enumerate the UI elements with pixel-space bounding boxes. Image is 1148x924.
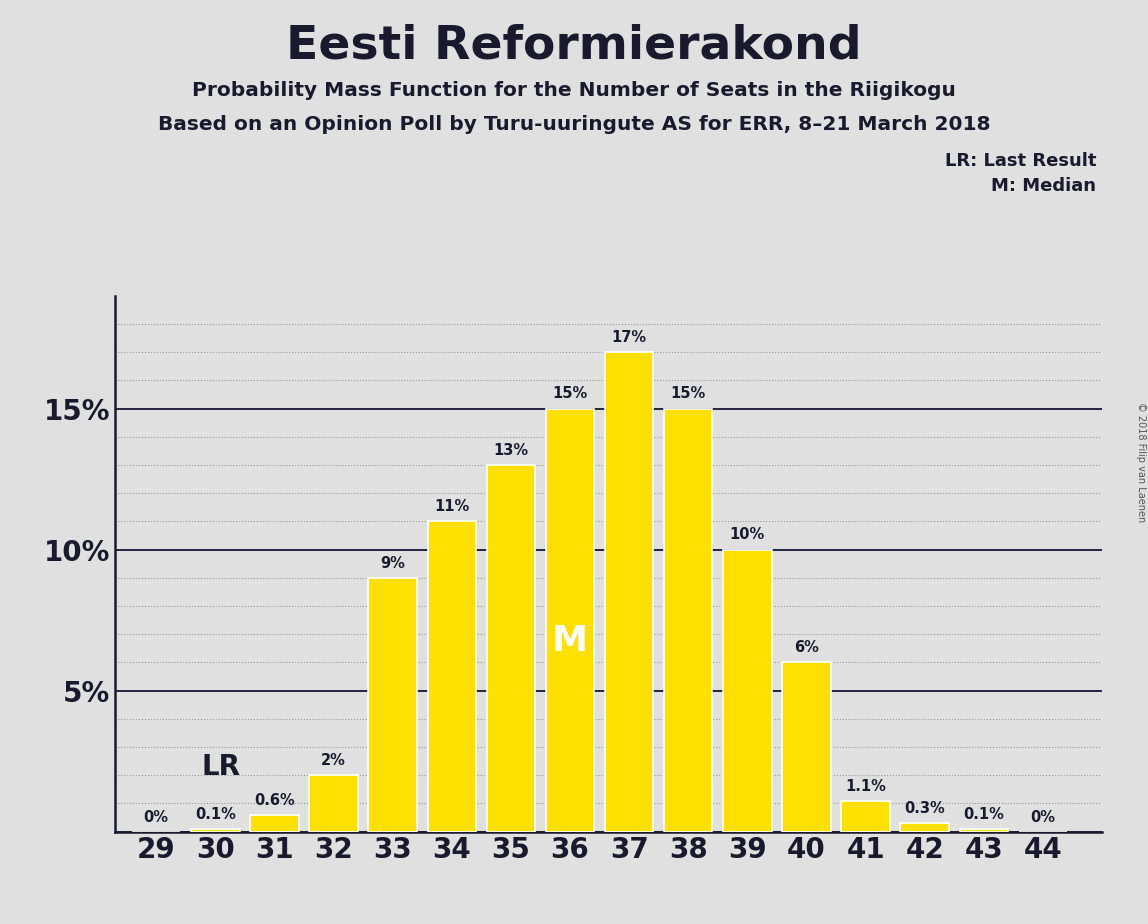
Text: 15%: 15% bbox=[552, 386, 588, 401]
Bar bbox=[309, 775, 358, 832]
Bar bbox=[427, 521, 476, 832]
Text: Eesti Reformierakond: Eesti Reformierakond bbox=[286, 23, 862, 68]
Bar bbox=[841, 800, 890, 832]
Text: 0.3%: 0.3% bbox=[905, 801, 945, 816]
Text: M: M bbox=[552, 625, 588, 658]
Text: 13%: 13% bbox=[494, 443, 528, 458]
Bar bbox=[664, 408, 713, 832]
Text: 1.1%: 1.1% bbox=[845, 779, 886, 794]
Text: 0%: 0% bbox=[144, 809, 169, 824]
Text: Probability Mass Function for the Number of Seats in the Riigikogu: Probability Mass Function for the Number… bbox=[192, 81, 956, 101]
Bar bbox=[782, 663, 831, 832]
Bar bbox=[960, 829, 1008, 832]
Bar bbox=[545, 408, 595, 832]
Text: M: Median: M: Median bbox=[992, 177, 1096, 195]
Bar bbox=[369, 578, 417, 832]
Bar bbox=[191, 829, 240, 832]
Text: 6%: 6% bbox=[794, 640, 819, 655]
Text: 11%: 11% bbox=[434, 499, 470, 515]
Text: LR: Last Result: LR: Last Result bbox=[945, 152, 1096, 170]
Bar bbox=[605, 352, 653, 832]
Text: 17%: 17% bbox=[612, 330, 646, 345]
Text: LR: LR bbox=[202, 753, 241, 781]
Text: 2%: 2% bbox=[321, 753, 346, 768]
Text: 0.1%: 0.1% bbox=[963, 807, 1004, 821]
Text: 0.1%: 0.1% bbox=[195, 807, 235, 821]
Text: 9%: 9% bbox=[380, 555, 405, 571]
Text: 0.6%: 0.6% bbox=[254, 793, 295, 808]
Bar bbox=[487, 465, 535, 832]
Text: 15%: 15% bbox=[670, 386, 706, 401]
Text: 10%: 10% bbox=[730, 528, 765, 542]
Bar bbox=[250, 815, 298, 832]
Text: Based on an Opinion Poll by Turu-uuringute AS for ERR, 8–21 March 2018: Based on an Opinion Poll by Turu-uuringu… bbox=[157, 115, 991, 134]
Bar bbox=[900, 823, 949, 832]
Text: 0%: 0% bbox=[1031, 809, 1055, 824]
Bar bbox=[723, 550, 771, 832]
Text: © 2018 Filip van Laenen: © 2018 Filip van Laenen bbox=[1135, 402, 1146, 522]
